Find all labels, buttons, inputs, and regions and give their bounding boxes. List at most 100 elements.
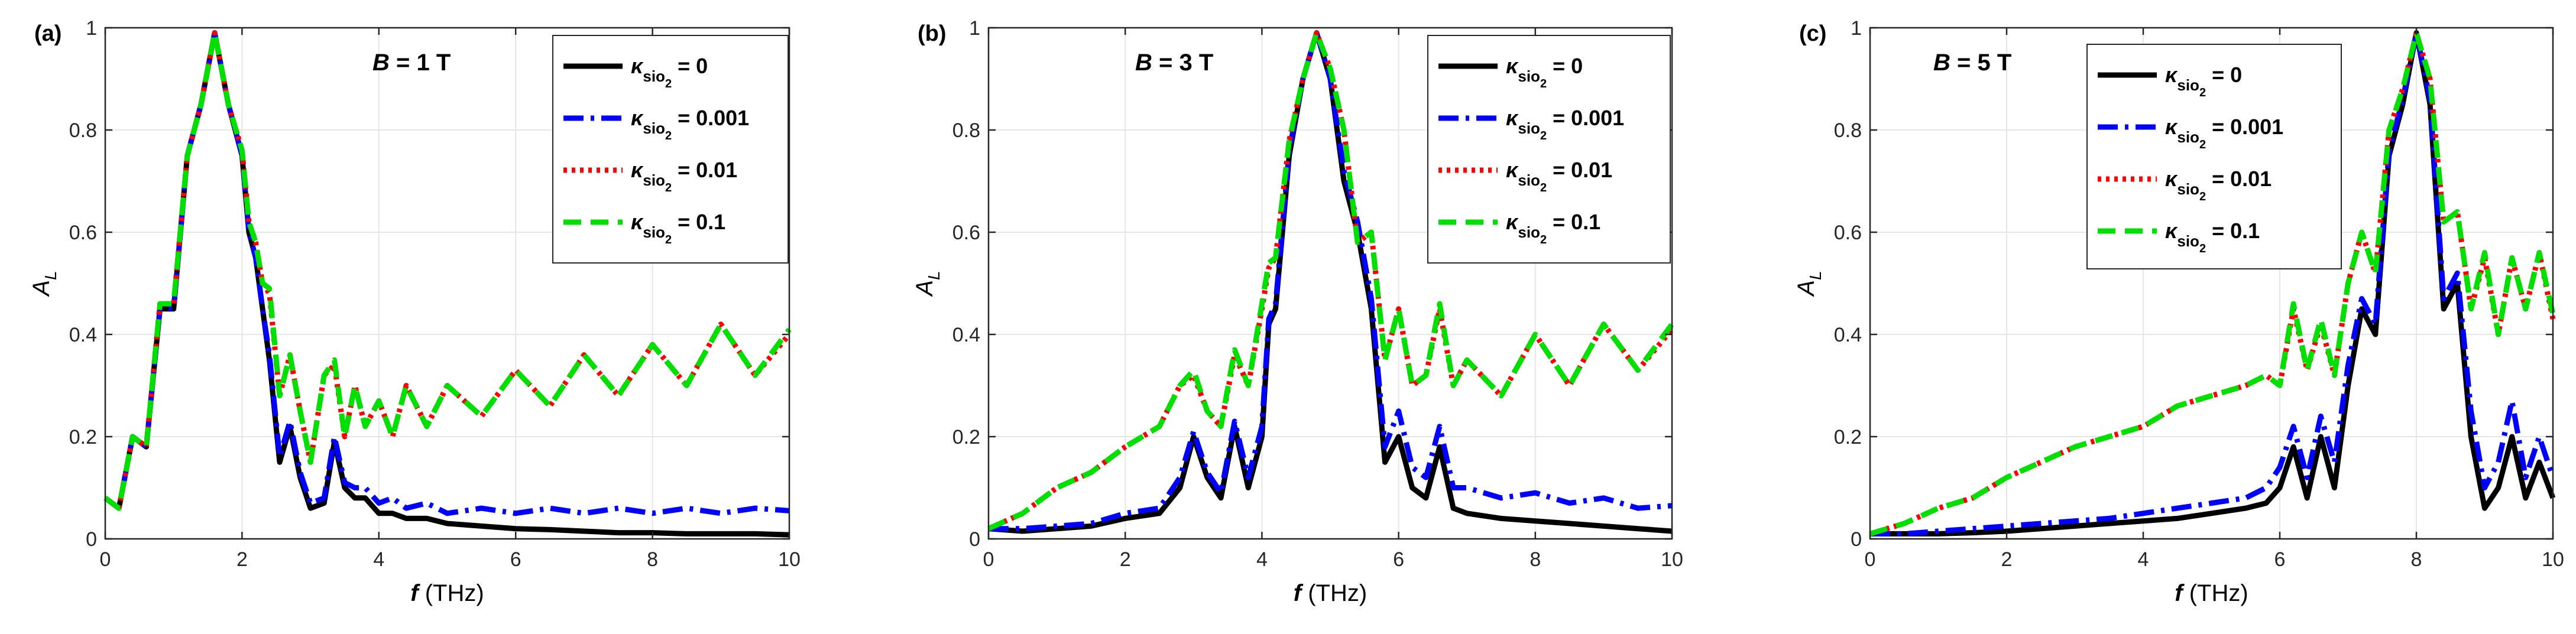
legend-subsubscript: 2 bbox=[1540, 129, 1547, 142]
series-line-1 bbox=[1870, 30, 2556, 537]
legend-entry-3: κsio2 = 0.01 bbox=[1506, 158, 1612, 194]
legend-subscript: sio bbox=[643, 223, 665, 241]
y-tick-label: 0 bbox=[1851, 528, 1862, 551]
y-tick-label: 1 bbox=[969, 17, 980, 40]
x-axis-unit: (THz) bbox=[1301, 580, 1367, 606]
legend-entry-1: κsio2 = 0 bbox=[1506, 54, 1583, 90]
y-tick-label: 0.8 bbox=[952, 119, 980, 142]
y-tick-label: 0.6 bbox=[69, 222, 97, 244]
legend-value: = 0.1 bbox=[1547, 210, 1600, 234]
legend-subscript: sio bbox=[1518, 223, 1540, 241]
y-tick-label: 0.6 bbox=[1834, 222, 1862, 244]
series-line-3 bbox=[103, 30, 792, 511]
legend-value: = 0.01 bbox=[1547, 158, 1612, 182]
y-axis-symbol: A bbox=[1793, 280, 1819, 297]
legend-symbol: κ bbox=[2165, 63, 2178, 87]
legend-subscript: sio bbox=[1518, 119, 1540, 137]
legend-subsubscript: 2 bbox=[665, 77, 672, 90]
series-line-2 bbox=[1870, 30, 2556, 537]
legend-value: = 0.1 bbox=[672, 210, 725, 234]
y-tick-label: 0.4 bbox=[69, 324, 97, 346]
legend-subscript: sio bbox=[2177, 76, 2199, 94]
x-tick-label: 8 bbox=[1530, 548, 1541, 571]
field-symbol: B bbox=[1933, 50, 1950, 76]
x-axis-label: f (THz) bbox=[1294, 580, 1367, 606]
legend-entry-3: κsio2 = 0.01 bbox=[2165, 167, 2272, 203]
legend-subscript: sio bbox=[1518, 67, 1540, 85]
legend-value: = 0.001 bbox=[1547, 106, 1624, 130]
x-tick-label: 0 bbox=[983, 548, 994, 571]
legend-subscript: sio bbox=[643, 67, 665, 85]
y-axis-label: AL bbox=[1793, 271, 1825, 297]
legend-value: = 0.001 bbox=[2206, 115, 2283, 139]
series-line-3 bbox=[987, 30, 1674, 531]
panel-label: (b) bbox=[918, 21, 947, 46]
y-axis-subscript: L bbox=[925, 271, 943, 280]
x-axis-label: f (THz) bbox=[2175, 580, 2248, 606]
x-axis-unit: (THz) bbox=[419, 580, 484, 606]
legend-subsubscript: 2 bbox=[2199, 86, 2206, 99]
panel-1: 0 2 4 6 8 10 0 0.2 0.4 0.6 0.8 1 f (THz) AL (a) B = 1 T… bbox=[28, 17, 801, 606]
x-axis-unit: (THz) bbox=[2183, 580, 2248, 606]
legend-entry-4: κsio2 = 0.1 bbox=[1506, 210, 1600, 246]
legend-subscript: sio bbox=[2177, 232, 2199, 250]
x-tick-label: 2 bbox=[236, 548, 248, 571]
x-axis-symbol: f bbox=[1294, 580, 1304, 606]
panel-2: 0 2 4 6 8 10 0 0.2 0.4 0.6 0.8 1 f (THz) AL (b) B = 3 T… bbox=[912, 17, 1683, 606]
legend-box bbox=[1427, 35, 1671, 264]
legend-entry-3: κsio2 = 0.01 bbox=[631, 158, 737, 194]
x-tick-label: 0 bbox=[1865, 548, 1876, 571]
y-tick-label: 0.6 bbox=[952, 222, 980, 244]
legend-subscript: sio bbox=[643, 119, 665, 137]
axes-box bbox=[104, 27, 790, 540]
legend-symbol: κ bbox=[1506, 158, 1519, 182]
series-group bbox=[987, 30, 1674, 534]
x-tick-label: 6 bbox=[1393, 548, 1404, 571]
y-axis-label: AL bbox=[28, 271, 60, 297]
legend-subscript: sio bbox=[1518, 171, 1540, 189]
axes-box bbox=[1869, 27, 2554, 540]
legend-subsubscript: 2 bbox=[665, 129, 672, 142]
legend-symbol: κ bbox=[1506, 54, 1519, 78]
legend-symbol: κ bbox=[1506, 210, 1519, 234]
legend-box bbox=[552, 35, 789, 264]
field-label: B = 1 T bbox=[372, 50, 451, 76]
legend-value: = 0.01 bbox=[2206, 167, 2272, 191]
legend-entry-4: κsio2 = 0.1 bbox=[2165, 219, 2260, 255]
x-tick-label: 6 bbox=[2274, 548, 2286, 571]
legend-symbol: κ bbox=[2165, 219, 2178, 243]
y-tick-label: 0.8 bbox=[69, 119, 97, 142]
legend-entry-2: κsio2 = 0.001 bbox=[631, 106, 749, 142]
legend-value: = 0 bbox=[672, 54, 708, 78]
legend-subsubscript: 2 bbox=[1540, 181, 1547, 194]
y-tick-label: 0 bbox=[86, 528, 97, 551]
series-line-4 bbox=[1869, 30, 2556, 537]
legend-entry-2: κsio2 = 0.001 bbox=[1506, 106, 1624, 142]
legend-subsubscript: 2 bbox=[1540, 77, 1547, 90]
legend-symbol: κ bbox=[631, 106, 644, 130]
y-tick-label: 1 bbox=[1851, 17, 1862, 40]
series-line-4 bbox=[103, 30, 792, 511]
field-value: = 3 T bbox=[1152, 50, 1213, 76]
legend-symbol: κ bbox=[1506, 106, 1519, 130]
field-value: = 5 T bbox=[1950, 50, 2011, 76]
x-axis-label: f (THz) bbox=[410, 580, 484, 606]
legend-subscript: sio bbox=[643, 171, 665, 189]
legend-entry-4: κsio2 = 0.1 bbox=[631, 210, 725, 246]
panel-label: (a) bbox=[34, 21, 61, 46]
y-axis-symbol: A bbox=[28, 280, 54, 297]
x-tick-label: 4 bbox=[373, 548, 384, 571]
panel-3: 0 2 4 6 8 10 0 0.2 0.4 0.6 0.8 1 f (THz) AL (c) B = 5 T… bbox=[1793, 17, 2564, 606]
legend-value: = 0 bbox=[1547, 54, 1583, 78]
y-tick-label: 0.4 bbox=[1834, 324, 1862, 346]
x-axis-symbol: f bbox=[410, 580, 420, 606]
y-tick-label: 0 bbox=[969, 528, 980, 551]
legend-subsubscript: 2 bbox=[2199, 138, 2206, 151]
x-tick-label: 2 bbox=[1120, 548, 1131, 571]
series-group bbox=[1869, 30, 2556, 537]
legend-symbol: κ bbox=[631, 210, 644, 234]
legend-subscript: sio bbox=[2177, 180, 2199, 198]
y-axis-symbol: A bbox=[912, 280, 938, 297]
